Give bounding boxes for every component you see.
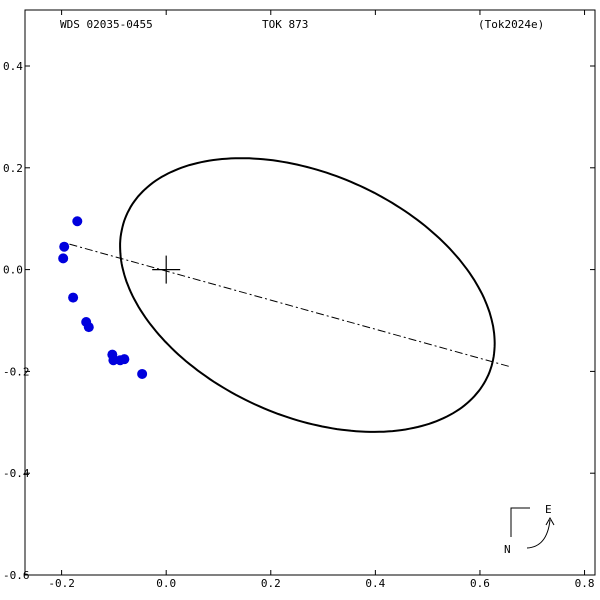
y-tick-label: -0.6 (3, 569, 30, 582)
x-tick-label: 0.2 (261, 577, 281, 590)
compass-north-label: N (504, 543, 511, 556)
orbit-ellipse (119, 157, 496, 433)
y-tick-label: 0.2 (3, 162, 23, 175)
header-orbit-reference: (Tok2024e) (478, 18, 544, 31)
primary-star-cross (152, 255, 181, 284)
plot-frame (24, 9, 596, 576)
y-tick-label: 0.0 (3, 264, 23, 277)
x-tick-label: 0.8 (575, 577, 595, 590)
x-tick-label: 0.6 (470, 577, 490, 590)
axis-tick-labels: -0.2 0.0 0.2 0.4 0.6 0.8 0.4 0.2 0.0 -0.2 -0.4 -0.6 (3, 60, 594, 590)
header-discoverer-code: TOK 873 (262, 18, 308, 31)
observation-points (58, 216, 148, 379)
observation-point (137, 368, 148, 379)
observation-point (119, 354, 130, 365)
observation-point (72, 216, 83, 227)
observation-point (59, 241, 70, 252)
compass-arrowhead (545, 516, 555, 526)
observation-point (68, 292, 79, 303)
header-wds-id: WDS 02035-0455 (60, 18, 153, 31)
compass-rotation-arrow (526, 519, 551, 549)
compass-rose: E N (504, 503, 555, 556)
compass-east-label: E (545, 503, 552, 516)
x-tick-label: 0.0 (156, 577, 176, 590)
y-tick-label: -0.2 (3, 365, 30, 378)
y-tick-label: -0.4 (3, 467, 30, 480)
x-tick-label: 0.4 (365, 577, 385, 590)
compass-axes (510, 507, 530, 537)
observation-point (83, 322, 94, 333)
y-tick-label: 0.4 (3, 60, 23, 73)
observation-point (58, 253, 69, 264)
axis-ticks (25, 10, 595, 576)
x-tick-label: -0.2 (48, 577, 75, 590)
line-of-apsides (69, 243, 509, 367)
